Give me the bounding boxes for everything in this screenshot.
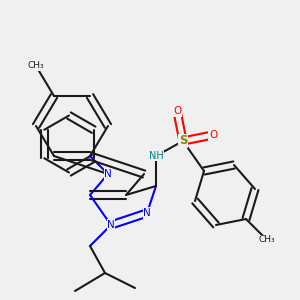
Text: CH₃: CH₃ <box>259 236 275 244</box>
Text: NH: NH <box>148 151 164 161</box>
Text: O: O <box>209 130 217 140</box>
Text: N: N <box>104 169 112 179</box>
Text: S: S <box>179 134 187 148</box>
Text: CH₃: CH₃ <box>28 61 44 70</box>
Text: N: N <box>143 208 151 218</box>
Text: N: N <box>107 220 115 230</box>
Text: O: O <box>173 106 181 116</box>
